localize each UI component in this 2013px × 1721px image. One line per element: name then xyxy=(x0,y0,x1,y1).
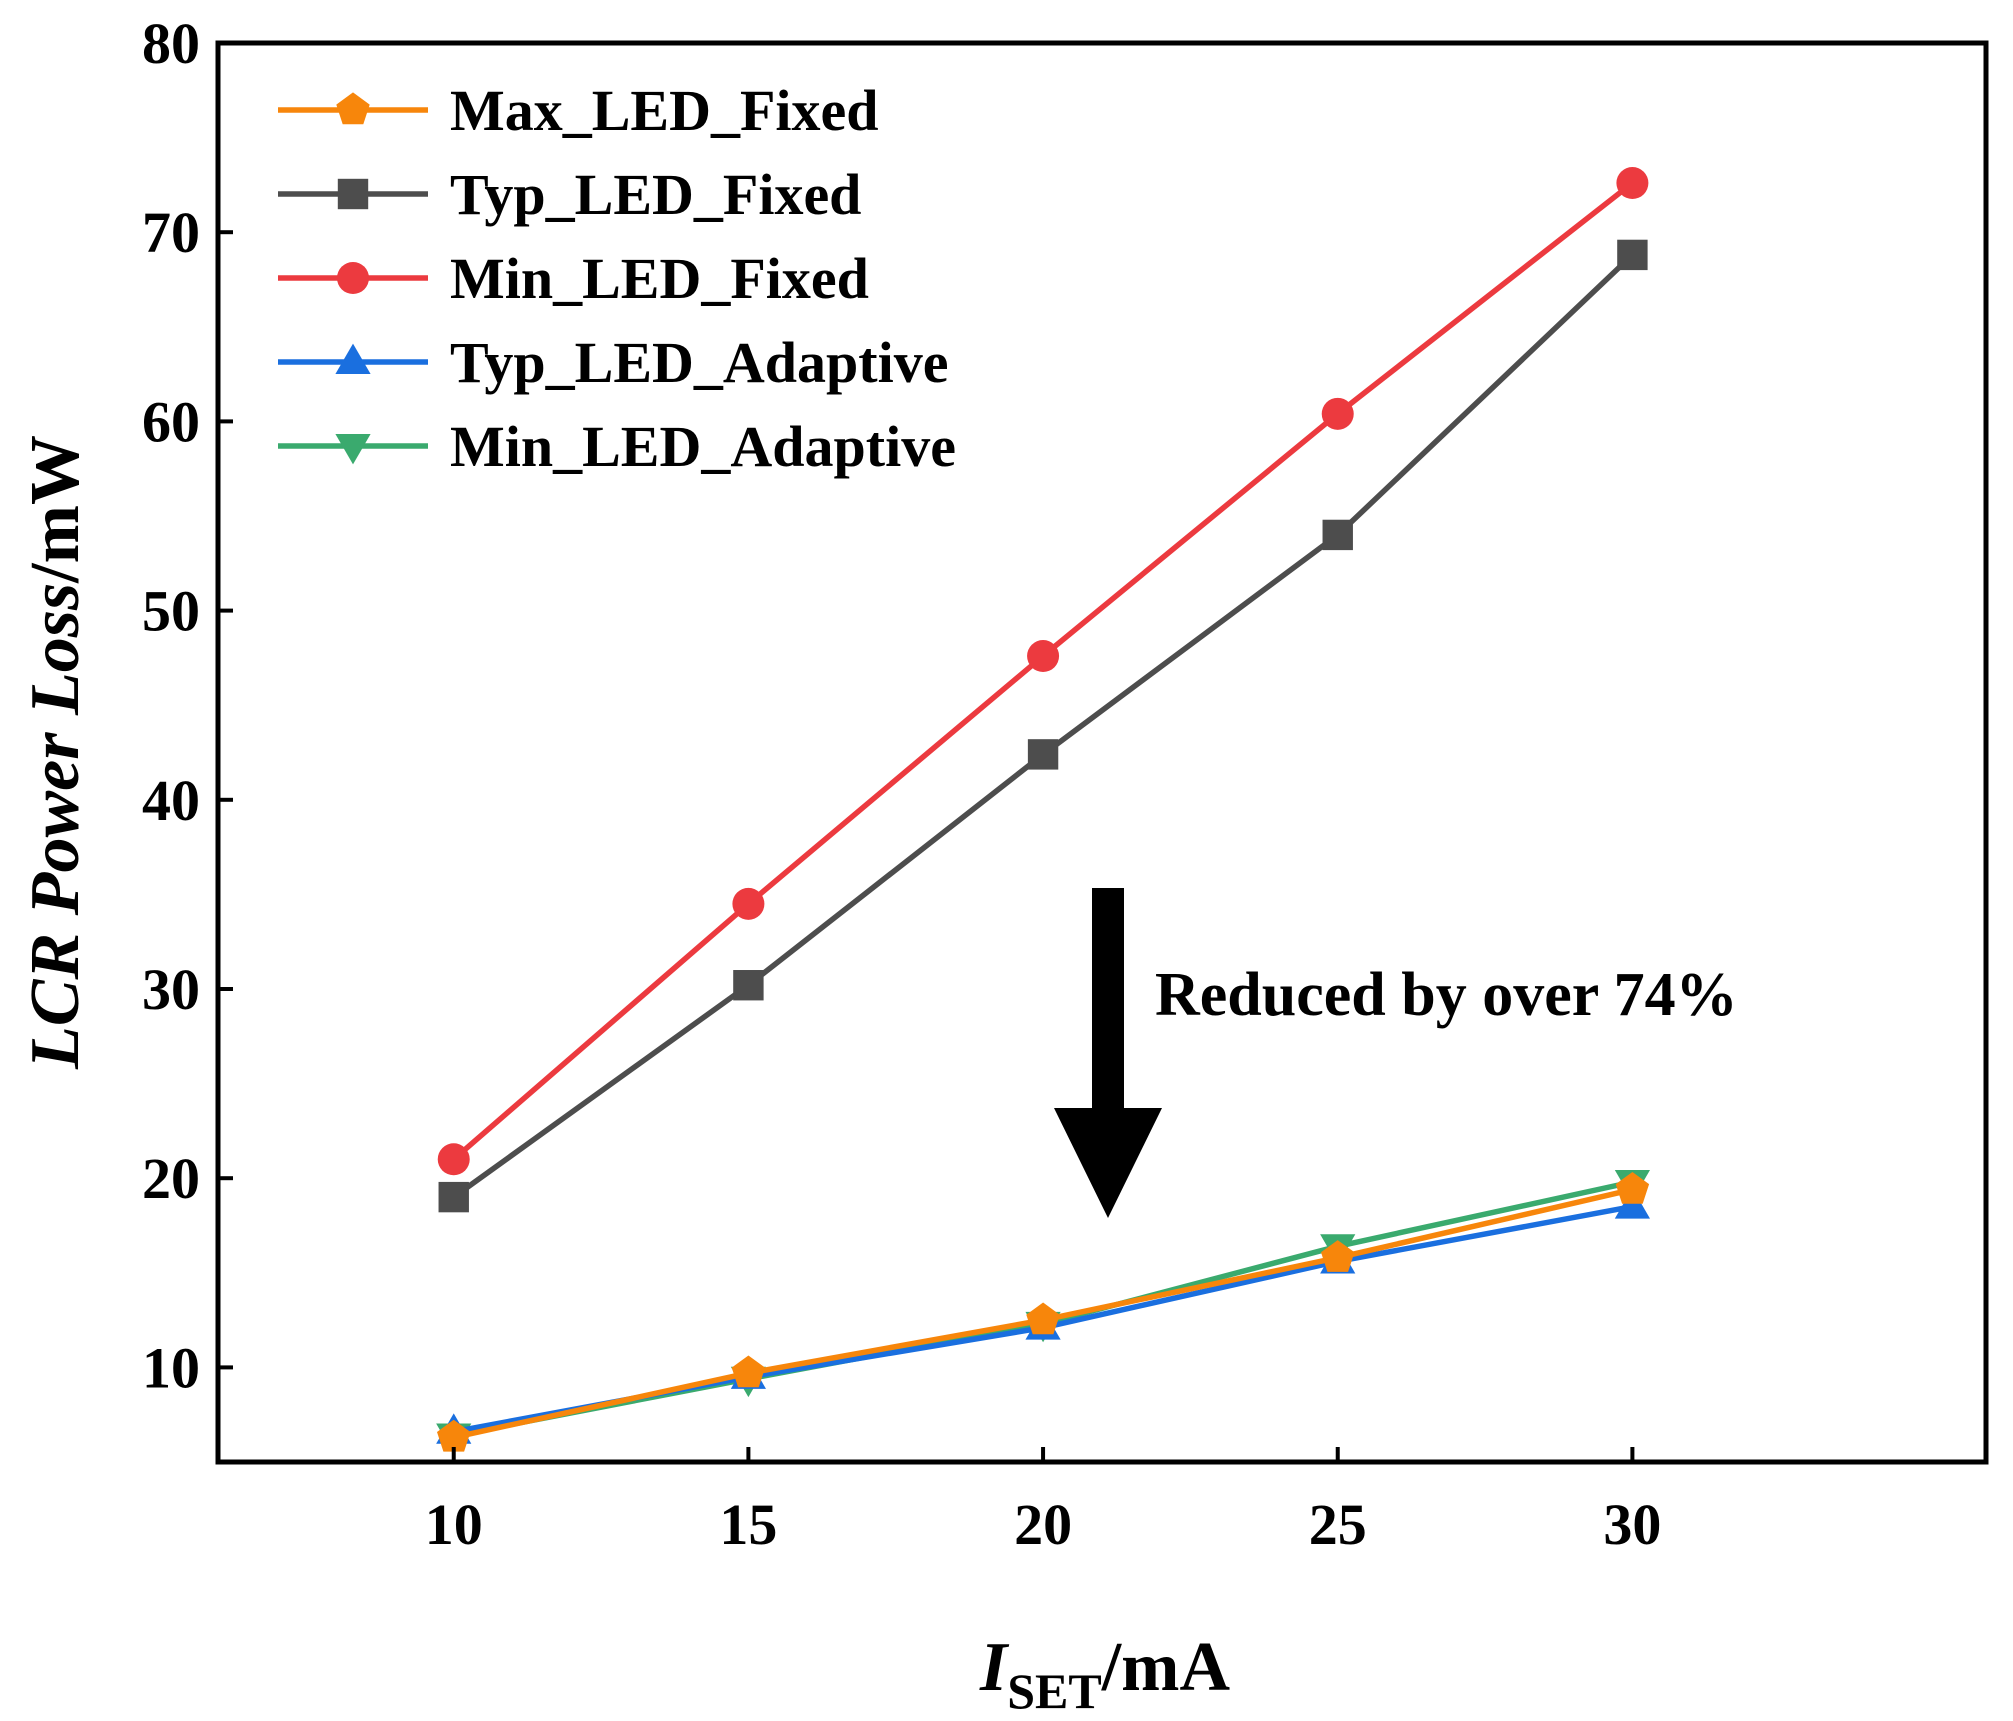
legend-label: Min_LED_Fixed xyxy=(450,246,869,311)
data-point-max-led-fixed xyxy=(1026,1302,1060,1335)
legend-item-typ-led-adaptive: Typ_LED_Adaptive xyxy=(278,330,948,395)
annotation-text: Reduced by over 74% xyxy=(1155,961,1738,1029)
x-tick-label: 10 xyxy=(425,1492,483,1557)
x-tick-label: 20 xyxy=(1014,1492,1072,1557)
y-tick-label: 10 xyxy=(142,1335,200,1400)
y-tick-label: 60 xyxy=(142,389,200,454)
y-tick-label: 30 xyxy=(142,957,200,1022)
series-line-typ-led-fixed xyxy=(452,252,1635,1200)
series-layer xyxy=(436,167,1650,1454)
down-arrow xyxy=(1054,888,1162,1218)
legend-label: Min_LED_Adaptive xyxy=(450,414,956,479)
legend-marker xyxy=(335,343,371,374)
legend-marker xyxy=(337,178,369,210)
data-point-typ-led-fixed xyxy=(438,1181,469,1213)
y-axis-title: LCR Power Loss/mW xyxy=(17,435,94,1070)
data-point-min-led-fixed xyxy=(1027,640,1060,673)
x-axis-title: ISET/mA xyxy=(979,1629,1231,1719)
y-tick-label: 50 xyxy=(142,579,200,644)
legend: Max_LED_Fixed Typ_LED_Fixed Min_LED_Fixed T… xyxy=(278,78,956,479)
legend-marker xyxy=(337,262,369,294)
data-point-min-led-fixed xyxy=(1616,167,1649,200)
data-point-max-led-fixed xyxy=(437,1419,471,1452)
data-point-max-led-fixed xyxy=(731,1355,766,1388)
y-tick-label: 80 xyxy=(142,11,200,76)
data-point-max-led-fixed xyxy=(1615,1172,1650,1204)
y-tick-label: 40 xyxy=(142,768,200,833)
reduction-annotation: Reduced by over 74% xyxy=(1054,888,1738,1218)
data-point-min-led-fixed xyxy=(437,1143,470,1176)
data-point-typ-led-fixed xyxy=(1322,519,1353,551)
y-tick-label: 70 xyxy=(142,200,200,265)
y-axis: 10 20 30 40 50 60 70 80 xyxy=(142,11,233,1400)
data-point-max-led-fixed xyxy=(1321,1240,1355,1272)
series-typ-led-fixed xyxy=(438,239,1648,1213)
plot-frame xyxy=(215,40,1989,1465)
legend-label: Typ_LED_Fixed xyxy=(450,162,861,227)
legend-item-min-led-fixed: Min_LED_Fixed xyxy=(278,246,869,311)
legend-label: Typ_LED_Adaptive xyxy=(450,330,948,395)
y-tick-label: 20 xyxy=(142,1146,200,1211)
legend-marker xyxy=(335,434,371,465)
x-tick-label: 15 xyxy=(719,1492,777,1557)
legend-item-typ-led-fixed: Typ_LED_Fixed xyxy=(278,162,861,227)
series-min-led-fixed xyxy=(437,167,1649,1176)
x-axis: 10 15 20 25 30 xyxy=(425,1447,1661,1557)
data-point-min-led-fixed xyxy=(1321,397,1354,430)
data-point-typ-led-fixed xyxy=(1617,239,1648,271)
legend-item-min-led-adaptive: Min_LED_Adaptive xyxy=(278,414,956,479)
legend-marker xyxy=(336,92,370,125)
x-tick-label: 30 xyxy=(1603,1492,1661,1557)
x-tick-label: 25 xyxy=(1309,1492,1367,1557)
data-point-min-led-fixed xyxy=(732,887,765,920)
series-max-led-fixed xyxy=(437,1172,1650,1452)
legend-label: Max_LED_Fixed xyxy=(450,78,879,143)
legend-item-max-led-fixed: Max_LED_Fixed xyxy=(278,78,879,143)
data-point-typ-led-fixed xyxy=(1027,739,1059,770)
data-point-typ-led-fixed xyxy=(733,970,764,1001)
